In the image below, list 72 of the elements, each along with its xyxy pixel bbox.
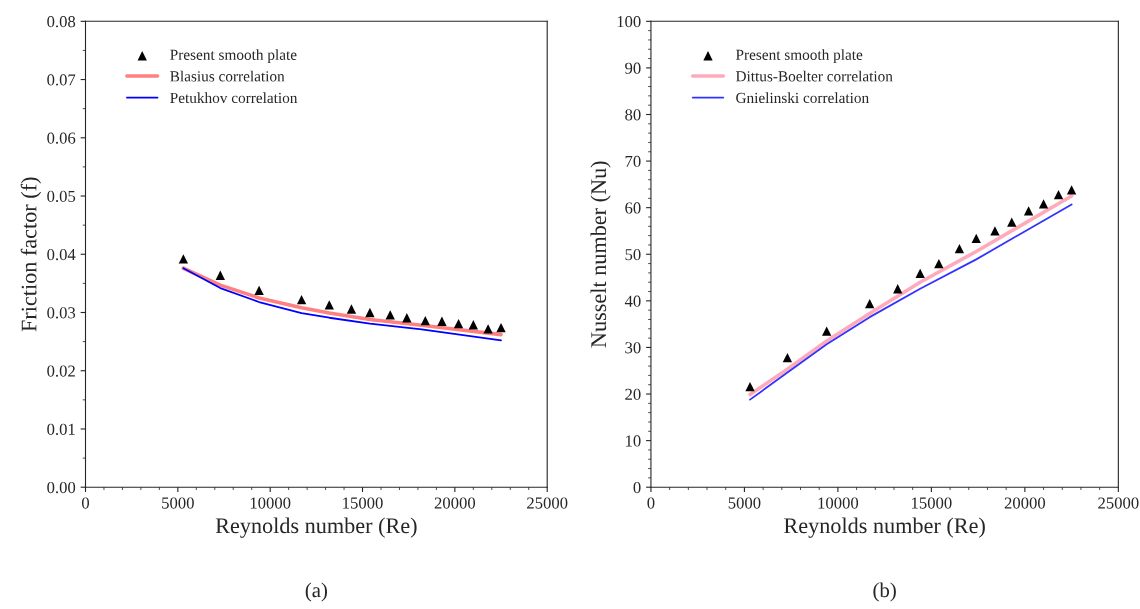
y-tick-label: 0.03: [47, 307, 76, 319]
x-tick-label: 10000: [250, 497, 291, 509]
y-tick-label: 30: [625, 342, 641, 354]
point: [254, 285, 264, 296]
point: [402, 313, 412, 323]
point: [1066, 185, 1077, 195]
y-tick-label: 70: [625, 155, 641, 168]
point: [915, 268, 925, 279]
legend-label: Gnielinski correlation: [736, 92, 869, 104]
point: [483, 324, 493, 334]
legend-label: Present smooth plate: [170, 49, 297, 63]
y-tick-label: 0.07: [47, 74, 76, 86]
x-tick-label: 10000: [818, 497, 859, 509]
x-tick-label: 20000: [434, 497, 476, 509]
point: [934, 258, 944, 269]
point: [971, 233, 981, 244]
point: [496, 322, 506, 333]
x-tick-label: 25000: [1098, 497, 1139, 509]
y-tick-label: 0.04: [47, 248, 76, 261]
point: [1038, 199, 1049, 209]
text: (a): [305, 582, 327, 602]
y-tick-label: 0.05: [47, 190, 76, 203]
legend-label: Petukhov correlation: [170, 92, 298, 104]
x-tick-label: 0: [647, 497, 655, 509]
point: [822, 326, 832, 336]
x-tick-label: 5000: [162, 497, 194, 509]
y-tick-label: 60: [625, 202, 641, 214]
point: [1053, 189, 1064, 200]
legend-label: Blasius correlation: [170, 70, 285, 82]
y-tick-label: 100: [617, 16, 641, 28]
y-tick-label: 0.00: [47, 481, 76, 494]
y-tick-label: 0: [633, 481, 641, 494]
y-tick-label: 0.01: [47, 423, 75, 435]
legend-label: Present smooth plate: [735, 49, 863, 63]
y-tick-label: 0.02: [47, 365, 75, 377]
point: [215, 270, 225, 280]
y-axis-title: Nusselt number (Nu): [590, 161, 611, 348]
point: [453, 318, 464, 329]
text: (b): [873, 582, 896, 602]
point: [865, 298, 875, 309]
point: [782, 353, 793, 363]
point: [468, 320, 478, 330]
x-axis-title: Reynolds number (Re): [784, 517, 985, 538]
point: [420, 315, 430, 326]
point: [178, 254, 189, 264]
point: [1007, 217, 1017, 227]
point: [365, 307, 375, 318]
point: [296, 295, 307, 305]
point: [954, 244, 965, 254]
point: [990, 226, 1000, 236]
y-tick-label: 80: [625, 109, 641, 121]
x-tick-label: 20000: [1004, 497, 1046, 509]
x-tick-label: 15000: [343, 497, 383, 509]
point: [324, 300, 334, 310]
y-tick-label: 50: [625, 248, 641, 261]
y-tick-label: 0.08: [47, 16, 76, 28]
x-axis-title: Reynolds number (Re): [215, 517, 417, 538]
point: [346, 304, 357, 314]
point: [745, 381, 755, 392]
y-tick-label: 10: [626, 435, 641, 447]
y-tick-label: 40: [624, 295, 641, 307]
y-tick-label: 0.06: [47, 132, 76, 144]
x-tick-label: 5000: [728, 497, 761, 509]
point: [437, 316, 447, 326]
legend-label: Dittus-Boelter correlation: [735, 70, 893, 82]
x-tick-label: 0: [81, 497, 90, 509]
x-tick-label: 25000: [527, 497, 568, 509]
y-axis-title: Friction factor (f): [20, 177, 42, 332]
point: [1023, 206, 1034, 216]
x-tick-label: 15000: [912, 497, 952, 509]
y-tick-label: 20: [625, 388, 641, 400]
y-tick-label: 90: [625, 62, 641, 74]
